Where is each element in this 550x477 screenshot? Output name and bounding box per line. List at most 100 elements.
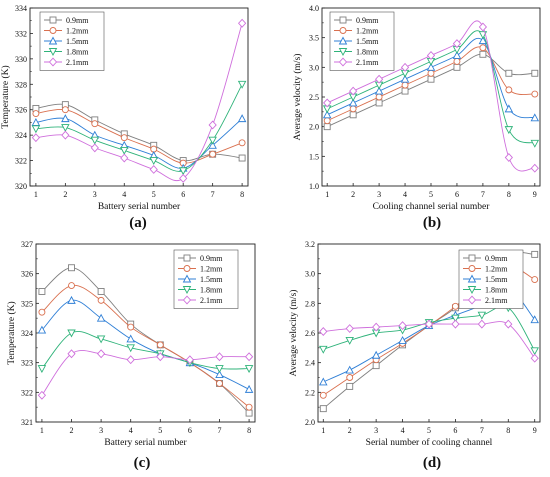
- data-point: [375, 93, 383, 101]
- data-point: [451, 319, 460, 329]
- data-point: [346, 374, 354, 381]
- legend-marker: [49, 27, 57, 34]
- legend-label: 1.5mm: [66, 37, 89, 46]
- x-tick-label: 8: [507, 190, 511, 199]
- data-point: [451, 314, 460, 323]
- data-point: [530, 163, 539, 173]
- data-point: [530, 315, 539, 324]
- legend-marker: [183, 265, 191, 272]
- y-tick-label: 320: [15, 182, 27, 191]
- y-tick-label: 321: [21, 418, 33, 427]
- data-point: [238, 154, 246, 162]
- data-point: [215, 352, 224, 362]
- data-point: [478, 22, 488, 32]
- y-axis-label: Average velocity (m/s): [292, 54, 303, 141]
- data-point: [245, 403, 253, 411]
- x-tick-label: 3: [93, 190, 97, 199]
- x-tick-label: 3: [377, 190, 381, 199]
- y-tick-label: 3.0: [305, 270, 315, 279]
- legend-label: 1.8mm: [485, 286, 508, 295]
- series-2.1mm: [31, 18, 247, 183]
- legend-label: 0.9mm: [200, 254, 223, 263]
- data-point: [96, 349, 106, 359]
- y-tick-label: 324: [15, 131, 27, 140]
- y-tick-label: 2.6: [305, 329, 315, 338]
- legend-marker: [339, 27, 347, 34]
- legend-marker: [468, 254, 476, 262]
- data-point: [126, 344, 135, 353]
- x-tick-label: 2: [348, 426, 352, 435]
- x-tick-label: 6: [455, 190, 459, 199]
- legend-label: 1.2mm: [200, 265, 223, 274]
- x-tick-label: 7: [217, 426, 221, 435]
- y-tick-label: 328: [15, 80, 27, 89]
- legend-marker: [467, 286, 477, 294]
- series-2.1mm: [323, 20, 539, 173]
- data-point: [149, 165, 158, 174]
- data-point: [323, 98, 332, 108]
- legend-marker: [48, 36, 58, 45]
- y-tick-label: 2.2: [305, 388, 315, 397]
- series-line: [41, 331, 250, 370]
- data-point: [427, 75, 435, 83]
- data-point: [319, 377, 328, 386]
- x-tick-label: 8: [240, 190, 244, 199]
- data-point: [126, 334, 135, 343]
- x-tick-label: 7: [211, 190, 215, 199]
- data-point: [178, 167, 188, 176]
- series-1.2mm: [323, 44, 539, 125]
- data-point: [319, 391, 327, 399]
- data-point: [349, 105, 357, 113]
- legend-label: 1.2mm: [66, 27, 89, 36]
- y-tick-label: 3.2: [305, 240, 315, 249]
- data-point: [398, 321, 407, 331]
- data-point: [67, 349, 76, 359]
- data-point: [31, 133, 41, 143]
- data-point: [375, 99, 383, 107]
- data-point: [216, 379, 223, 387]
- legend-label: 2.1mm: [485, 296, 508, 305]
- data-point: [504, 126, 514, 135]
- data-point: [346, 382, 354, 390]
- data-point: [531, 90, 539, 98]
- legend-label: 1.8mm: [66, 48, 89, 57]
- x-tick-label: 6: [453, 426, 457, 435]
- data-point: [345, 324, 354, 334]
- legend-label: 1.5mm: [200, 275, 223, 284]
- x-tick-label: 9: [533, 426, 537, 435]
- data-point: [374, 86, 384, 95]
- series-1.8mm: [322, 30, 540, 148]
- x-axis-label: Serial number of cooling channel: [366, 437, 493, 448]
- y-tick-label: 323: [21, 359, 33, 368]
- data-point: [452, 51, 462, 59]
- data-point: [96, 335, 106, 344]
- y-tick-label: 330: [15, 55, 27, 64]
- y-tick-label: 326: [15, 106, 27, 115]
- data-point: [31, 125, 41, 134]
- data-point: [37, 390, 47, 400]
- data-point: [401, 87, 409, 95]
- data-point: [68, 282, 75, 289]
- legend-marker: [182, 274, 192, 283]
- data-point: [504, 104, 514, 113]
- panel-caption: (b): [423, 215, 441, 231]
- legend-marker: [338, 48, 348, 56]
- data-point: [61, 124, 70, 132]
- data-point: [67, 295, 76, 304]
- data-point: [371, 350, 381, 359]
- data-point: [477, 311, 487, 320]
- x-tick-label: 4: [122, 190, 126, 199]
- x-tick-label: 2: [70, 426, 74, 435]
- x-axis-label: Cooling channel serial number: [373, 202, 491, 212]
- data-point: [91, 120, 99, 128]
- legend-marker: [182, 286, 192, 294]
- x-tick-label: 3: [374, 426, 378, 435]
- x-tick-label: 8: [506, 426, 510, 435]
- y-tick-label: 332: [15, 29, 27, 38]
- y-tick-label: 2.5: [309, 93, 319, 102]
- data-point: [156, 341, 164, 349]
